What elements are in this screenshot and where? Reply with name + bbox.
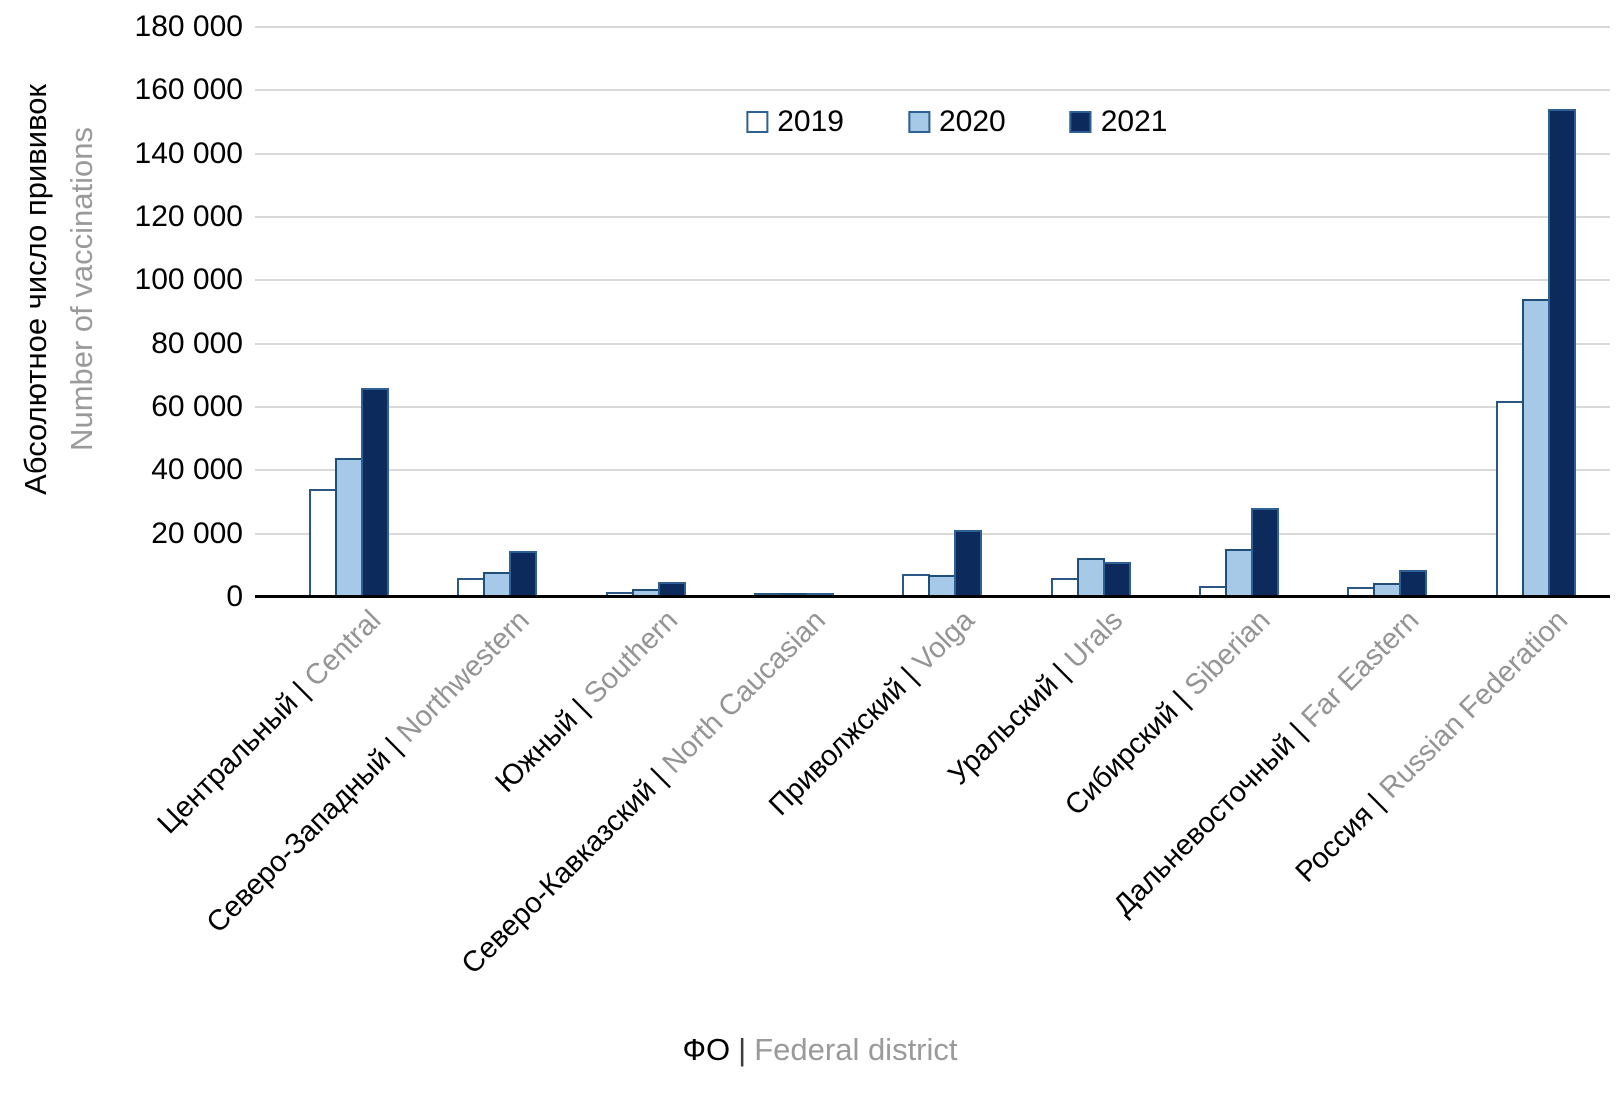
y-tick-label: 180 000	[134, 10, 243, 43]
gridline	[255, 26, 1610, 28]
x-category-label-en: Central	[298, 604, 388, 694]
plot-area: 2019 2020 2021	[255, 26, 1610, 598]
x-axis-title: ФО | Federal district	[0, 1032, 1619, 1068]
x-category-label-ru: Приволжский	[762, 672, 913, 823]
legend: 2019 2020 2021	[746, 105, 1168, 139]
x-category-label-en: Northwestern	[390, 604, 536, 749]
bar-2019-central	[309, 489, 338, 597]
bar-2021-northwestern	[509, 551, 538, 597]
legend-item-2019: 2019	[746, 105, 844, 139]
bar-2019-russian-federation	[1495, 401, 1524, 597]
legend-label: 2020	[939, 105, 1006, 138]
x-category-label-en: North Caucasian	[656, 604, 833, 780]
bar-2020-siberian	[1225, 549, 1254, 597]
y-tick-label: 80 000	[151, 326, 243, 360]
bar-2021-siberian	[1251, 508, 1280, 597]
y-tick-label: 40 000	[151, 453, 243, 487]
bar-group-volga	[868, 27, 1016, 597]
x-axis-line	[255, 595, 1610, 598]
bar-group-russian-federation	[1462, 27, 1610, 597]
bar-2021-russian-federation	[1547, 109, 1576, 597]
y-axis-tick-labels: 0 20 000 40 000 60 000 80 000 100 000 120 000 1…	[0, 0, 243, 640]
legend-swatch-2019	[746, 111, 769, 133]
legend-item-2020: 2020	[908, 105, 1006, 139]
bar-group-urals	[1017, 27, 1165, 597]
bar-2020-urals	[1076, 558, 1105, 597]
x-category-label-en: Southern	[577, 604, 684, 711]
bar-2020-northwestern	[483, 572, 512, 597]
x-category-label-en: Siberian	[1179, 604, 1278, 703]
bar-group-siberian	[1165, 27, 1313, 597]
bar-2020-central	[335, 458, 364, 597]
x-category-label-ru: Северо-Кавказский	[455, 773, 663, 981]
bar-2019-volga	[902, 574, 931, 597]
x-category-label-ru: Уральский	[941, 668, 1065, 792]
gridline	[255, 469, 1610, 472]
gridline	[255, 532, 1610, 535]
x-category-label-ru: Центральный	[151, 687, 305, 841]
x-axis-title-separator: |	[738, 1032, 747, 1067]
y-tick-label: 0	[226, 580, 243, 613]
legend-swatch-2020	[908, 111, 930, 133]
bar-2020-russian-federation	[1521, 299, 1550, 597]
bar-2021-central	[361, 388, 390, 597]
y-tick-label: 160 000	[134, 73, 243, 107]
bar-2021-urals	[1102, 562, 1131, 597]
bar-2021-volga	[954, 530, 983, 597]
x-category-label-ru: Россия	[1289, 798, 1380, 889]
bar-2021-far-eastern	[1399, 570, 1428, 597]
gridline	[255, 89, 1610, 92]
bar-2020-volga	[928, 575, 957, 597]
bar-group-far-eastern	[1313, 27, 1461, 597]
legend-swatch-2021	[1069, 111, 1092, 133]
legend-item-2021: 2021	[1069, 105, 1168, 139]
x-category-label-ru: Сибирский	[1059, 696, 1186, 822]
bar-group-northwestern	[423, 27, 571, 597]
bar-group-north-caucasian	[720, 27, 868, 597]
bar-group-southern	[572, 27, 720, 597]
y-tick-label: 100 000	[134, 263, 243, 297]
x-category-label-en: Far Eastern	[1295, 604, 1426, 735]
legend-label: 2021	[1100, 105, 1168, 138]
bar-groups	[275, 27, 1610, 597]
x-category-label-en: Volga	[906, 604, 981, 679]
y-tick-label: 20 000	[151, 516, 243, 550]
gridline	[255, 342, 1610, 345]
x-category-label-ru: Южный	[489, 704, 584, 799]
y-tick-label: 60 000	[151, 390, 243, 423]
bar-group-central	[275, 27, 423, 597]
gridline	[255, 216, 1610, 218]
legend-label: 2019	[777, 105, 844, 138]
x-axis-title-ru: ФО	[682, 1032, 731, 1067]
gridline	[255, 279, 1610, 282]
gridline	[255, 406, 1610, 408]
x-axis-title-en: Federal district	[754, 1032, 958, 1067]
y-tick-label: 140 000	[134, 136, 243, 170]
y-tick-label: 120 000	[134, 200, 243, 233]
gridline	[255, 152, 1610, 155]
